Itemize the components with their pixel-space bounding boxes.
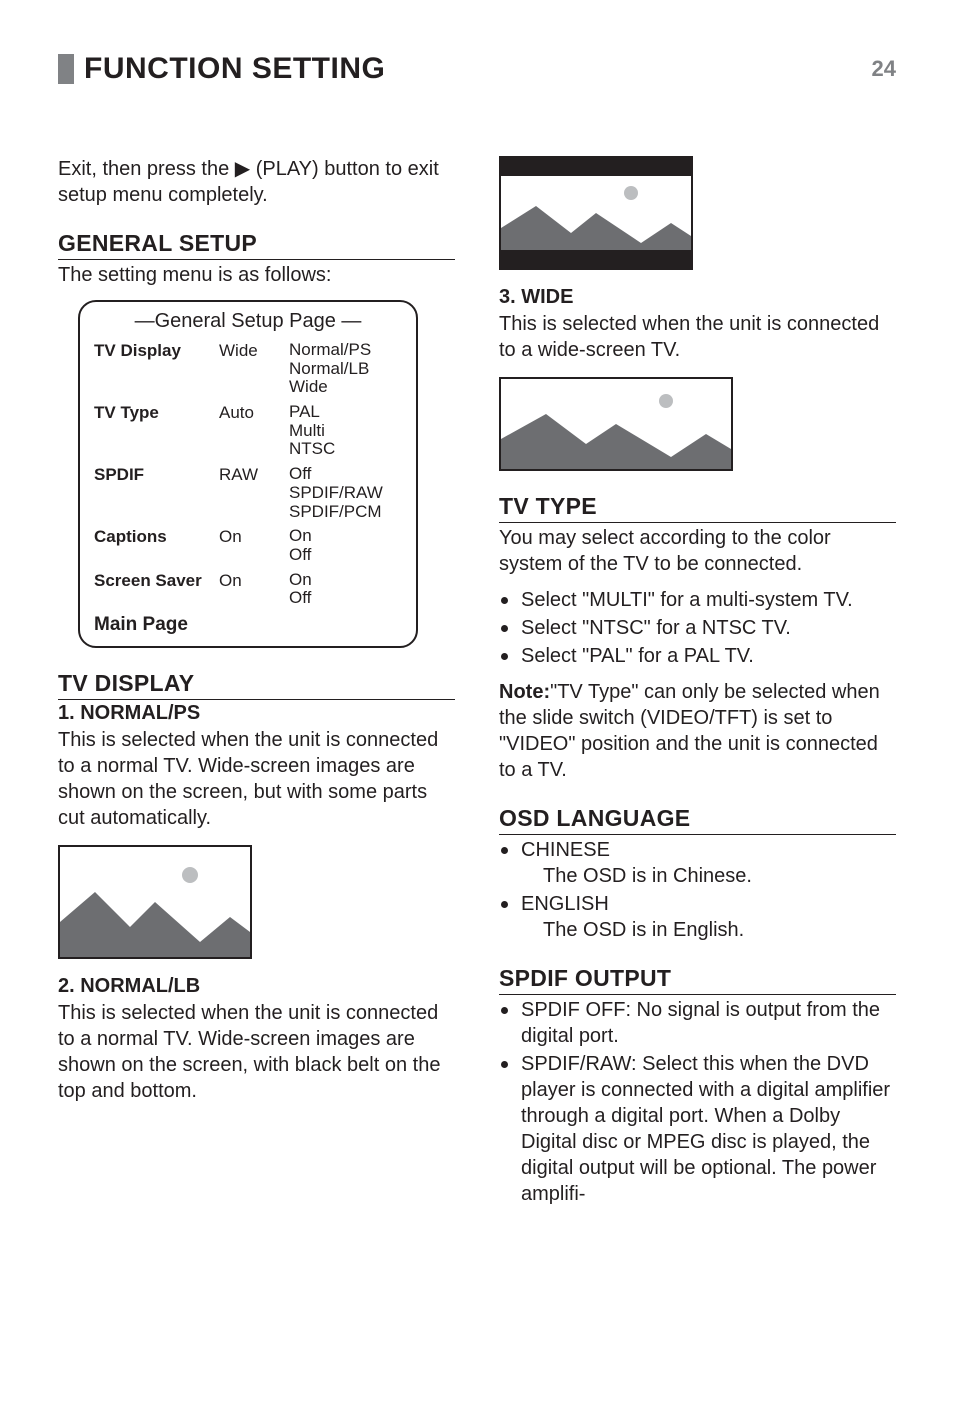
setup-row-label: TV Type <box>94 403 219 423</box>
list-item: CHINESE The OSD is in Chinese. <box>499 837 896 889</box>
accent-bar <box>58 54 74 84</box>
setup-row: TV Type Auto PAL Multi NTSC <box>94 403 402 459</box>
setup-row-label: Screen Saver <box>94 571 219 591</box>
tv-type-bullets: Select "MULTI" for a multi-system TV. Se… <box>499 587 896 669</box>
heading-spdif-output: SPDIF OUTPUT <box>499 965 896 995</box>
page: FUNCTION SETTING 24 Exit, then press the… <box>0 0 954 1411</box>
heading-tv-type: TV TYPE <box>499 493 896 523</box>
list-item: SPDIF OFF: No signal is output from the … <box>499 997 896 1049</box>
list-item: SPDIF/RAW: Select this when the DVD play… <box>499 1051 896 1207</box>
osd-item-title: CHINESE <box>521 839 610 861</box>
mountain-icon <box>501 379 731 469</box>
setup-row-current: On <box>219 571 289 591</box>
setup-menu-title: —General Setup Page — <box>94 310 402 333</box>
list-item: Select "NTSC" for a NTSC TV. <box>499 615 896 641</box>
subhead-wide: 3. WIDE <box>499 286 896 309</box>
heading-tv-display: TV DISPLAY <box>58 670 455 700</box>
tv-type-intro: You may select according to the color sy… <box>499 525 896 577</box>
mountain-icon <box>60 847 250 957</box>
tv-frame-wide-icon <box>499 377 733 471</box>
setup-row: Screen Saver On On Off <box>94 571 402 608</box>
heading-general-setup: GENERAL SETUP <box>58 230 455 260</box>
setup-menu-footer: Main Page <box>94 614 402 636</box>
setup-row: TV Display Wide Normal/PS Normal/LB Wide <box>94 341 402 397</box>
illustration-letterbox <box>499 156 896 270</box>
intro-text: Exit, then press the ▶ (PLAY) button to … <box>58 156 455 208</box>
setup-row-current: On <box>219 527 289 547</box>
general-setup-caption: The setting menu is as follows: <box>58 262 455 288</box>
mountain-icon <box>501 158 691 268</box>
illustration-wide <box>499 377 896 471</box>
tv-frame-icon <box>58 845 252 959</box>
setup-row-label: TV Display <box>94 341 219 361</box>
masthead: FUNCTION SETTING 24 <box>58 52 896 86</box>
subhead-normal-lb: 2. NORMAL/LB <box>58 975 455 998</box>
subhead-normal-ps: 1. NORMAL/PS <box>58 702 455 725</box>
osd-item-title: ENGLISH <box>521 893 609 915</box>
setup-row-options: On Off <box>289 571 402 608</box>
normal-ps-body: This is selected when the unit is connec… <box>58 727 455 831</box>
setup-menu-box: —General Setup Page — TV Display Wide No… <box>78 300 418 648</box>
setup-row: SPDIF RAW Off SPDIF/RAW SPDIF/PCM <box>94 465 402 521</box>
tv-frame-letterbox-icon <box>499 156 693 270</box>
spdif-bullets: SPDIF OFF: No signal is output from the … <box>499 997 896 1207</box>
right-column: 3. WIDE This is selected when the unit i… <box>499 156 896 1217</box>
setup-row-label: Captions <box>94 527 219 547</box>
setup-row: Captions On On Off <box>94 527 402 564</box>
page-title: FUNCTION SETTING <box>84 52 872 86</box>
osd-item-desc: The OSD is in English. <box>521 917 896 943</box>
setup-row-current: RAW <box>219 465 289 485</box>
page-number: 24 <box>872 56 896 82</box>
setup-row-options: PAL Multi NTSC <box>289 403 402 459</box>
note-label: Note: <box>499 681 550 703</box>
content-columns: Exit, then press the ▶ (PLAY) button to … <box>58 156 896 1217</box>
heading-osd-language: OSD LANGUAGE <box>499 805 896 835</box>
normal-lb-body: This is selected when the unit is connec… <box>58 1000 455 1104</box>
setup-row-current: Auto <box>219 403 289 423</box>
list-item: ENGLISH The OSD is in English. <box>499 891 896 943</box>
setup-row-options: Normal/PS Normal/LB Wide <box>289 341 402 397</box>
wide-body: This is selected when the unit is connec… <box>499 311 896 363</box>
left-column: Exit, then press the ▶ (PLAY) button to … <box>58 156 455 1217</box>
note-body: "TV Type" can only be selected when the … <box>499 681 880 781</box>
tv-type-note: Note:"TV Type" can only be selected when… <box>499 679 896 783</box>
setup-row-current: Wide <box>219 341 289 361</box>
setup-row-label: SPDIF <box>94 465 219 485</box>
osd-item-desc: The OSD is in Chinese. <box>521 863 896 889</box>
illustration-normal-ps <box>58 845 455 959</box>
osd-bullets: CHINESE The OSD is in Chinese. ENGLISH T… <box>499 837 896 943</box>
setup-row-options: Off SPDIF/RAW SPDIF/PCM <box>289 465 402 521</box>
list-item: Select "PAL" for a PAL TV. <box>499 643 896 669</box>
list-item: Select "MULTI" for a multi-system TV. <box>499 587 896 613</box>
setup-row-options: On Off <box>289 527 402 564</box>
